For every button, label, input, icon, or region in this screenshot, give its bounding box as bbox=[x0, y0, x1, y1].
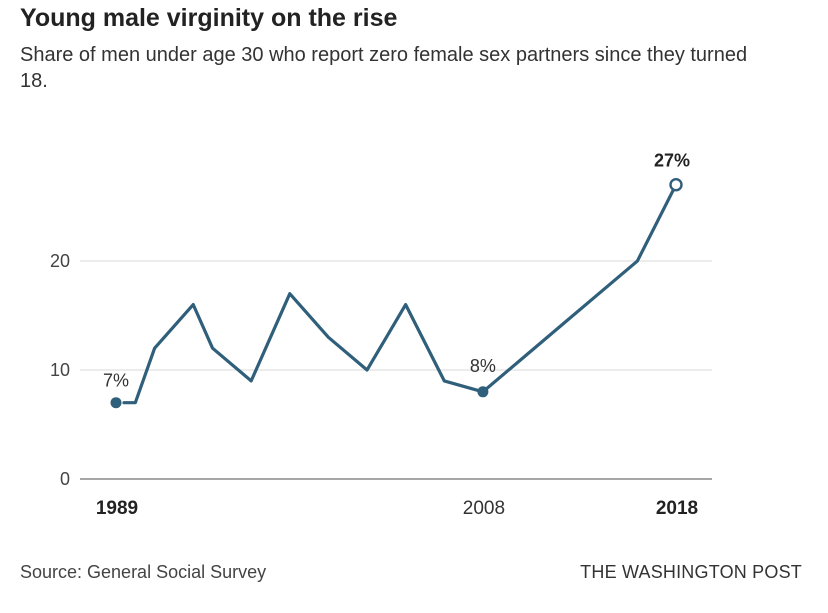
chart-title: Young male virginity on the rise bbox=[20, 4, 398, 32]
source-note: Source: General Social Survey bbox=[20, 562, 267, 582]
x-tick-label: 1989 bbox=[96, 498, 138, 519]
y-tick-label: 0 bbox=[60, 469, 70, 489]
y-axis-ticks: 0 10 20 bbox=[50, 251, 70, 489]
data-label: 27% bbox=[654, 151, 690, 171]
y-tick-label: 20 bbox=[50, 251, 70, 271]
series-line bbox=[122, 183, 678, 405]
point-marker bbox=[110, 397, 122, 409]
y-tick-label: 10 bbox=[50, 360, 70, 380]
data-label: 7% bbox=[103, 371, 129, 391]
x-tick-label: 2008 bbox=[463, 498, 505, 519]
x-axis-ticks: 1989 2008 2018 bbox=[96, 498, 698, 519]
data-markers bbox=[110, 177, 683, 409]
publisher-credit: THE WASHINGTON POST bbox=[580, 562, 802, 582]
point-marker bbox=[477, 386, 489, 398]
gridlines bbox=[80, 260, 712, 480]
end-point-marker bbox=[669, 177, 683, 192]
data-label: 8% bbox=[470, 356, 496, 376]
chart-subtitle: Share of men under age 30 who report zer… bbox=[20, 44, 748, 92]
series-line-layer bbox=[122, 183, 678, 405]
x-tick-label: 2018 bbox=[656, 498, 698, 519]
data-labels: 7% 8% 27% bbox=[103, 151, 690, 391]
